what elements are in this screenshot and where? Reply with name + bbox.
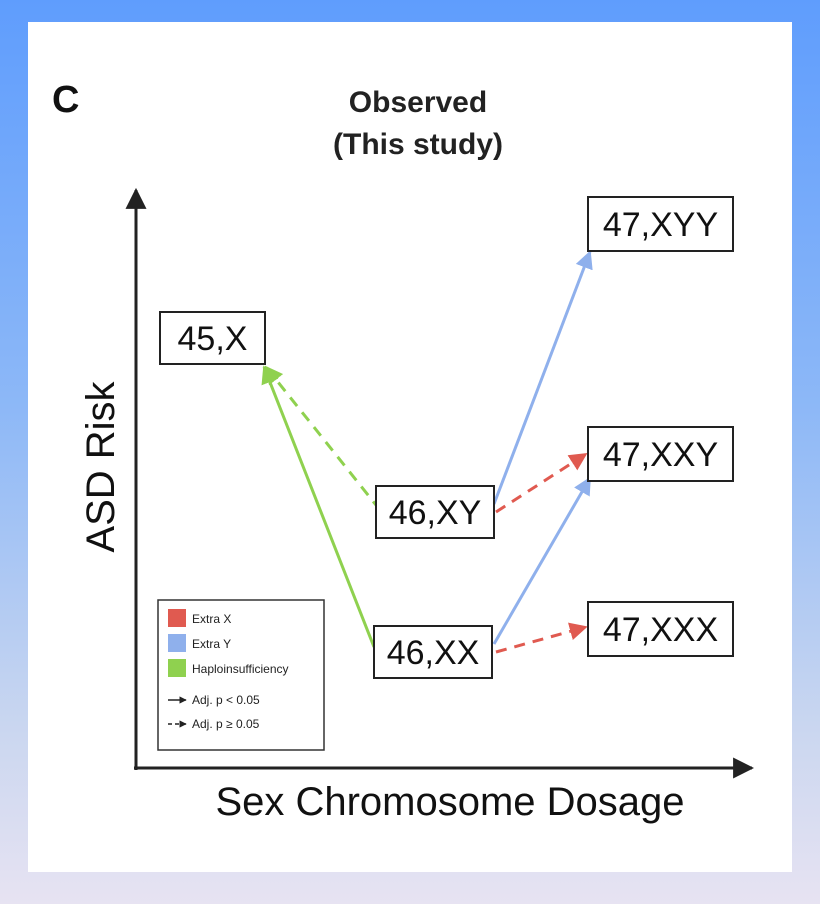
- legend-swatch-extra-y: [168, 634, 186, 652]
- y-axis-label: ASD Risk: [79, 380, 123, 552]
- title-line-1: Observed: [349, 86, 487, 119]
- node-45x: 45,X: [159, 311, 266, 365]
- node-label: 47,XXX: [603, 611, 718, 649]
- figure-card: C Observed (This study) ASD Risk Sex Chr…: [28, 22, 792, 872]
- edge-46xx-to-47xxx: [495, 622, 588, 654]
- node-46xx: 46,XX: [373, 625, 493, 679]
- legend-swatch-extra-x: [168, 609, 186, 627]
- legend-label: Extra Y: [192, 637, 231, 651]
- node-label: 47,XXY: [603, 436, 718, 474]
- edge-46xx-to-45x: [261, 365, 376, 648]
- node-label: 46,XY: [389, 494, 482, 532]
- node-47xxx: 47,XXX: [587, 601, 734, 657]
- node-label: 45,X: [178, 320, 248, 358]
- legend-item-haploinsufficiency: Haploinsufficiency: [168, 659, 289, 677]
- legend-label: Adj. p ≥ 0.05: [192, 717, 260, 731]
- node-47xyy: 47,XYY: [587, 196, 734, 252]
- node-47xxy: 47,XXY: [587, 426, 734, 482]
- legend-label: Adj. p < 0.05: [192, 693, 260, 707]
- legend-label: Haploinsufficiency: [192, 662, 289, 676]
- node-label: 47,XYY: [603, 206, 718, 244]
- asd-risk-diagram: C Observed (This study) ASD Risk Sex Chr…: [52, 79, 755, 824]
- legend-swatch-haploinsufficiency: [168, 659, 186, 677]
- x-axis-label: Sex Chromosome Dosage: [215, 780, 684, 824]
- legend: Extra X Extra Y Haploinsufficiency Adj. …: [157, 599, 325, 751]
- panel-letter: C: [52, 79, 79, 121]
- node-label: 46,XX: [387, 634, 480, 672]
- legend-item-extra-y: Extra Y: [168, 634, 231, 652]
- edge-46xy-to-45x: [264, 365, 382, 511]
- legend-item-extra-x: Extra X: [168, 609, 231, 627]
- node-46xy: 46,XY: [375, 485, 495, 539]
- edge-46xx-to-47xxy: [492, 476, 592, 645]
- edge-46xy-to-47xyy: [492, 250, 593, 505]
- legend-item-not-significant: Adj. p ≥ 0.05: [168, 717, 260, 731]
- legend-item-significant: Adj. p < 0.05: [168, 693, 260, 707]
- legend-label: Extra X: [192, 612, 231, 626]
- title-line-2: (This study): [333, 128, 503, 161]
